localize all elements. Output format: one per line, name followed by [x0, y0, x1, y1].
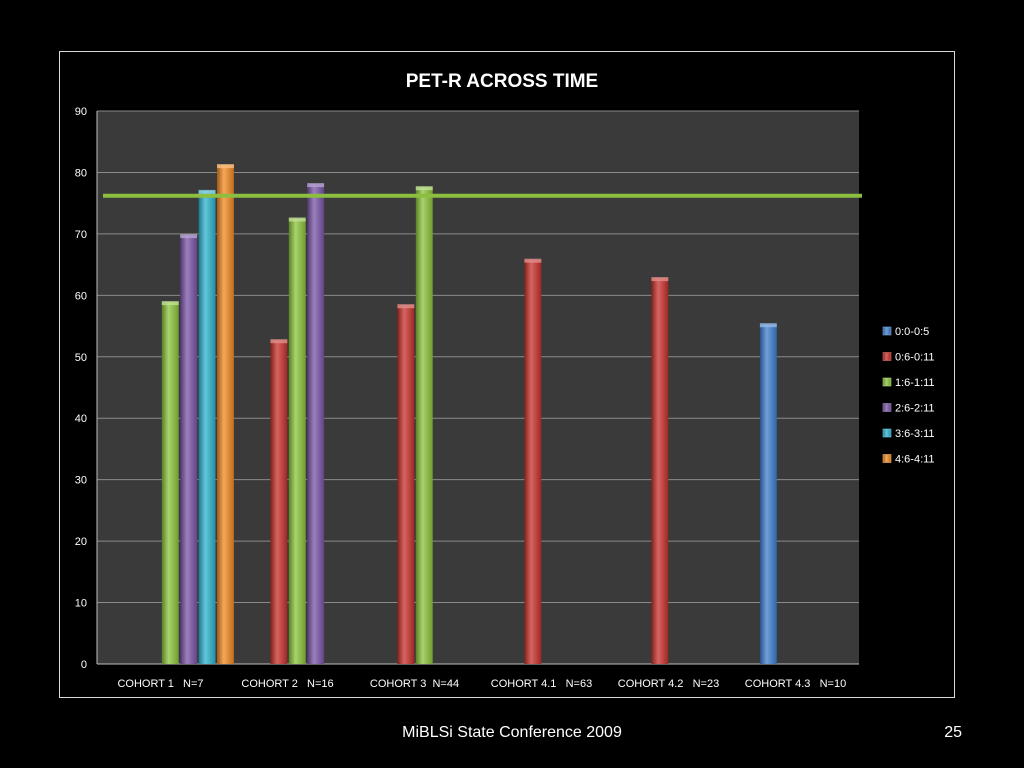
bar: [217, 165, 234, 664]
bar-cap: [307, 183, 325, 188]
bar-cap: [217, 164, 234, 169]
bar: [270, 340, 288, 664]
legend-swatch: [882, 403, 892, 412]
legend-label: 1:6-1:11: [895, 377, 935, 389]
y-tick-label: 70: [75, 229, 87, 241]
bar: [759, 324, 777, 664]
y-tick-label: 10: [75, 598, 87, 610]
bar-chart: PET-R ACROSS TIME 0 10 20 30 40 50 60 70 80 90 COH…: [75, 71, 935, 690]
bar-cap: [270, 339, 288, 344]
bar-cap: [524, 258, 542, 263]
legend: 0:0-0:5 0:6-0:11 1:6-1:11 2:6-2:11 3:6-3:11 4…: [882, 326, 935, 466]
bar: [198, 190, 216, 664]
legend-swatch: [882, 454, 892, 463]
y-tick-label: 80: [75, 167, 87, 179]
chart-title: PET-R ACROSS TIME: [406, 71, 598, 92]
y-tick-label: 60: [75, 290, 87, 302]
legend-label: 0:6-0:11: [895, 352, 935, 364]
y-tick-label: 50: [75, 352, 87, 364]
x-tick-label: COHORT 2 N=16: [241, 678, 333, 690]
legend-label: 3:6-3:11: [895, 428, 935, 440]
bar-cap: [759, 323, 777, 328]
bar-cap: [415, 186, 433, 191]
x-tick-label: COHORT 1 N=7: [117, 678, 203, 690]
x-tick-label: COHORT 4.3 N=10: [745, 678, 846, 690]
bar: [397, 305, 415, 664]
plot-area: 0 10 20 30 40 50 60 70 80 90 COHORT 1 N=7 COHORT 2 …: [75, 106, 862, 690]
legend-label: 0:0-0:5: [895, 326, 929, 338]
y-tick-label: 90: [75, 106, 87, 118]
chart-frame: PET-R ACROSS TIME 0 10 20 30 40 50 60 70 80 90 COH…: [59, 51, 955, 698]
legend-swatch: [882, 326, 892, 336]
bar: [415, 187, 433, 664]
bar-cap: [198, 189, 216, 194]
bar-cap: [161, 301, 179, 306]
legend-label: 2:6-2:11: [895, 403, 935, 415]
bar: [651, 278, 669, 664]
bar: [180, 235, 198, 664]
bar-cap: [288, 217, 306, 222]
footer-label: MiBLSi State Conference 2009: [402, 724, 622, 741]
legend-label: 4:6-4:11: [895, 454, 935, 466]
y-tick-label: 30: [75, 475, 87, 487]
y-tick-label: 0: [81, 659, 87, 671]
y-tick-label: 40: [75, 413, 87, 425]
bar: [288, 218, 306, 664]
bar-cap: [180, 234, 198, 239]
x-tick-label: COHORT 4.2 N=23: [618, 678, 719, 690]
x-tick-label: COHORT 3 N=44: [370, 678, 459, 690]
bar-cap: [397, 304, 415, 309]
legend-swatch: [882, 352, 892, 361]
y-tick-label: 20: [75, 536, 87, 548]
bar-cap: [651, 277, 669, 282]
legend-swatch: [882, 428, 892, 438]
bar: [161, 302, 179, 664]
legend-swatch: [882, 377, 892, 387]
x-tick-label: COHORT 4.1 N=63: [491, 678, 592, 690]
page-number: 25: [944, 724, 962, 741]
bar: [524, 259, 542, 664]
bar: [307, 184, 325, 664]
